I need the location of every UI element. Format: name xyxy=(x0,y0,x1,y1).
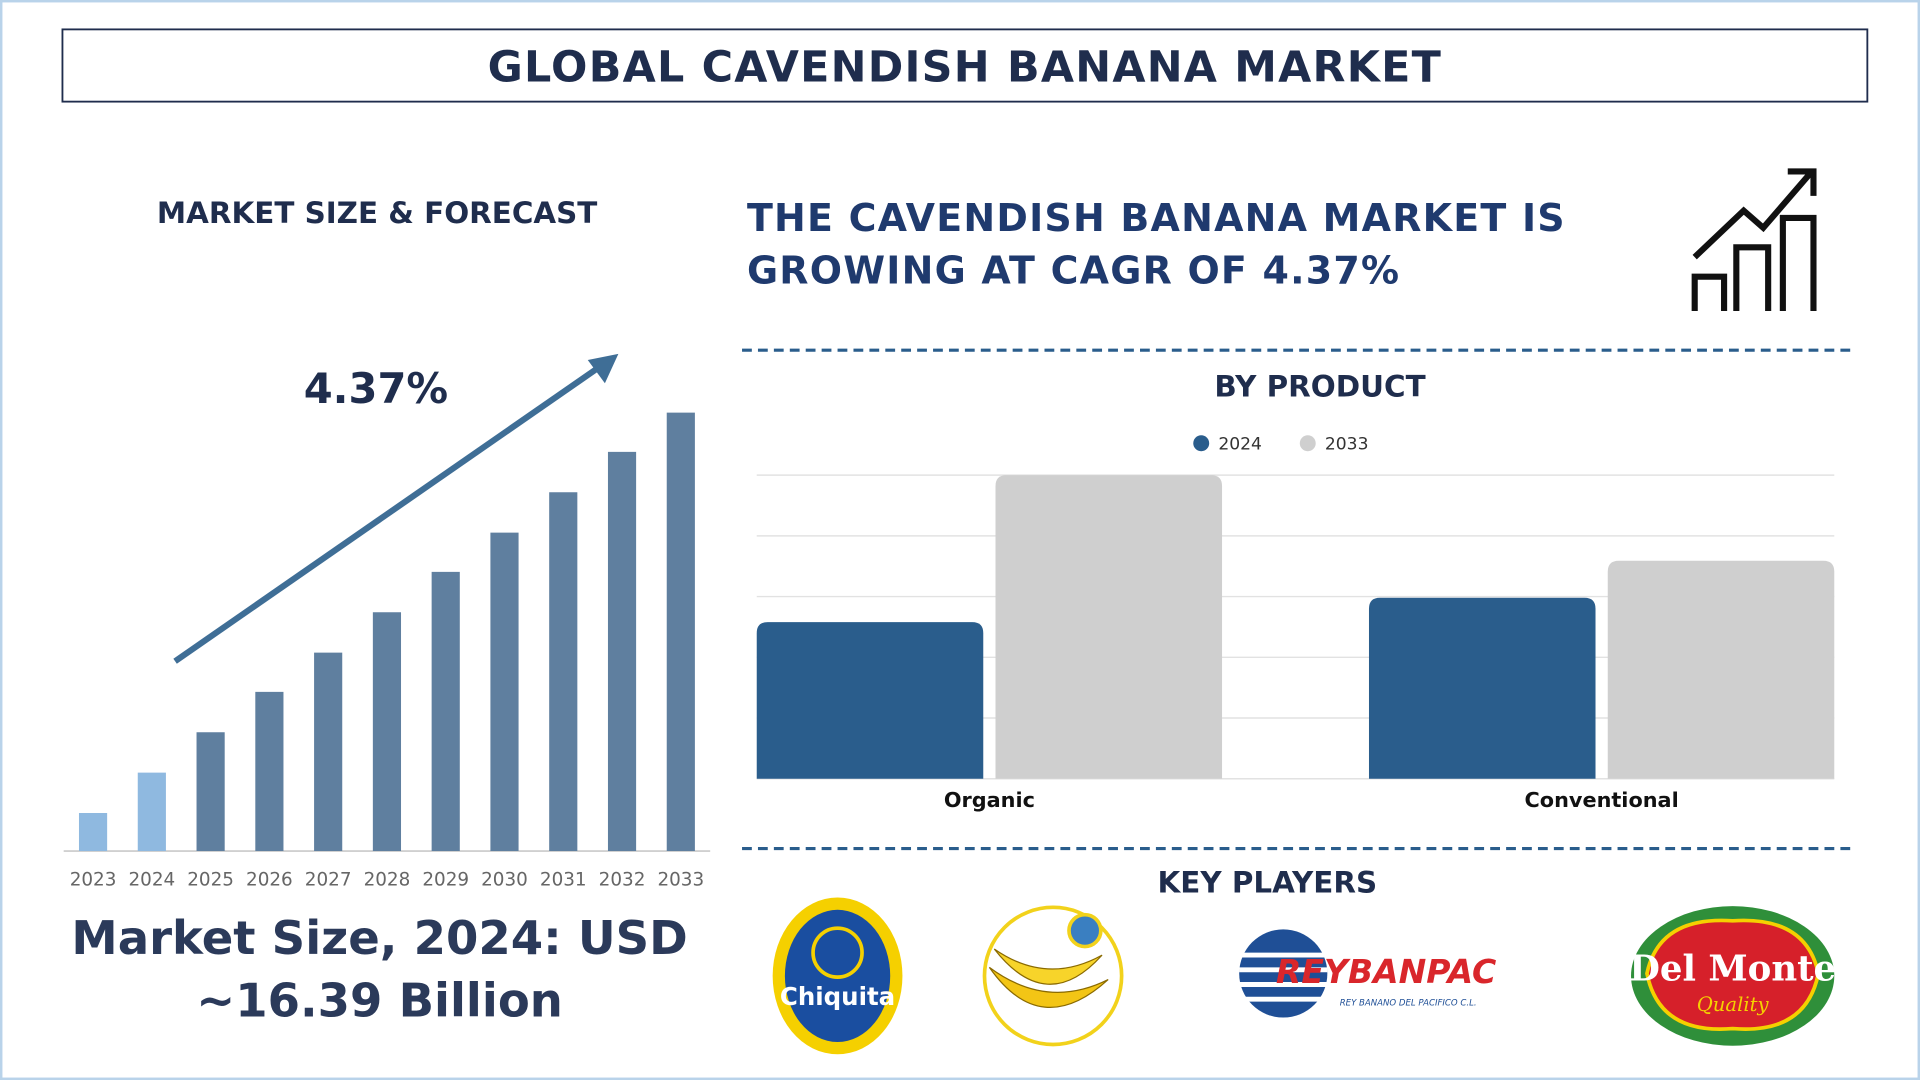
logo-text: Chiquita xyxy=(780,982,895,1011)
banana-logo xyxy=(982,905,1124,1047)
title-box xyxy=(61,28,1869,103)
legend-marker xyxy=(1299,435,1316,452)
bar xyxy=(372,612,402,852)
logo-tagline: Quality xyxy=(1697,993,1770,1016)
x-tick-label: 2028 xyxy=(364,869,411,890)
logo-shape xyxy=(988,966,1109,1009)
logo-shape xyxy=(1067,912,1103,949)
bar xyxy=(666,412,695,852)
x-tick-label: 2033 xyxy=(657,869,704,890)
x-tick-label: 2030 xyxy=(481,869,528,890)
bar xyxy=(1368,597,1596,779)
market-size-caption: ~16.39 Billion xyxy=(196,974,563,1028)
growth-arrow xyxy=(173,362,605,664)
cagr-headline: THE CAVENDISH BANANA MARKET IS xyxy=(747,196,1566,240)
legend-label: 2033 xyxy=(1325,434,1369,454)
x-tick-label: 2029 xyxy=(422,869,469,890)
bar xyxy=(756,622,984,779)
logo-stripes xyxy=(1239,952,1328,1002)
x-tick-label: 2032 xyxy=(599,869,646,890)
bar xyxy=(255,691,284,852)
reybanpac-logo: REYBANPAC REY BANANO DEL PACIFICO C.L. xyxy=(1239,929,1496,1018)
x-tick-label: 2027 xyxy=(305,869,352,890)
bar xyxy=(137,772,166,852)
cagr-annotation: 4.37% xyxy=(304,364,448,413)
logo-shape xyxy=(811,926,864,979)
growth-icon xyxy=(1691,168,1817,312)
page-title: GLOBAL CAVENDISH BANANA MARKET xyxy=(488,42,1442,92)
chart-title: BY PRODUCT xyxy=(1214,370,1425,404)
x-tick-label: 2026 xyxy=(246,869,293,890)
bar xyxy=(78,813,108,852)
bar xyxy=(1607,560,1835,779)
x-tick-label: 2031 xyxy=(540,869,587,890)
bar xyxy=(995,475,1223,779)
bar xyxy=(490,532,519,852)
cagr-headline: GROWING AT CAGR OF 4.37% xyxy=(747,249,1400,293)
logo-text: Del Monte xyxy=(1629,949,1836,990)
x-tick-label: 2023 xyxy=(70,869,117,890)
bar xyxy=(549,492,578,852)
bar xyxy=(314,652,343,852)
growth-arrow-head xyxy=(587,353,619,384)
logo-tagline: REY BANANO DEL PACIFICO C.L. xyxy=(1340,998,1477,1008)
logo-shape xyxy=(1645,918,1821,1031)
bar xyxy=(431,571,460,852)
logo-shape xyxy=(1239,929,1328,1018)
legend-label: 2024 xyxy=(1218,434,1262,454)
chart-title: MARKET SIZE & FORECAST xyxy=(157,196,597,230)
x-tick-label: Organic xyxy=(944,788,1035,812)
x-tick-label: 2025 xyxy=(187,869,234,890)
bar xyxy=(196,732,225,852)
bar xyxy=(607,451,637,852)
chiquita-logo: Chiquita xyxy=(772,897,903,1055)
x-tick-label: Conventional xyxy=(1525,788,1679,812)
logo-text: REYBANPAC xyxy=(1276,952,1496,991)
market-size-caption: Market Size, 2024: USD xyxy=(71,911,687,965)
delmonte-logo: Del Monte Quality xyxy=(1629,906,1836,1046)
legend-marker xyxy=(1193,435,1210,452)
logo-shape xyxy=(993,948,1103,985)
x-tick-label: 2024 xyxy=(128,869,175,890)
section-heading: KEY PLAYERS xyxy=(1158,866,1378,900)
